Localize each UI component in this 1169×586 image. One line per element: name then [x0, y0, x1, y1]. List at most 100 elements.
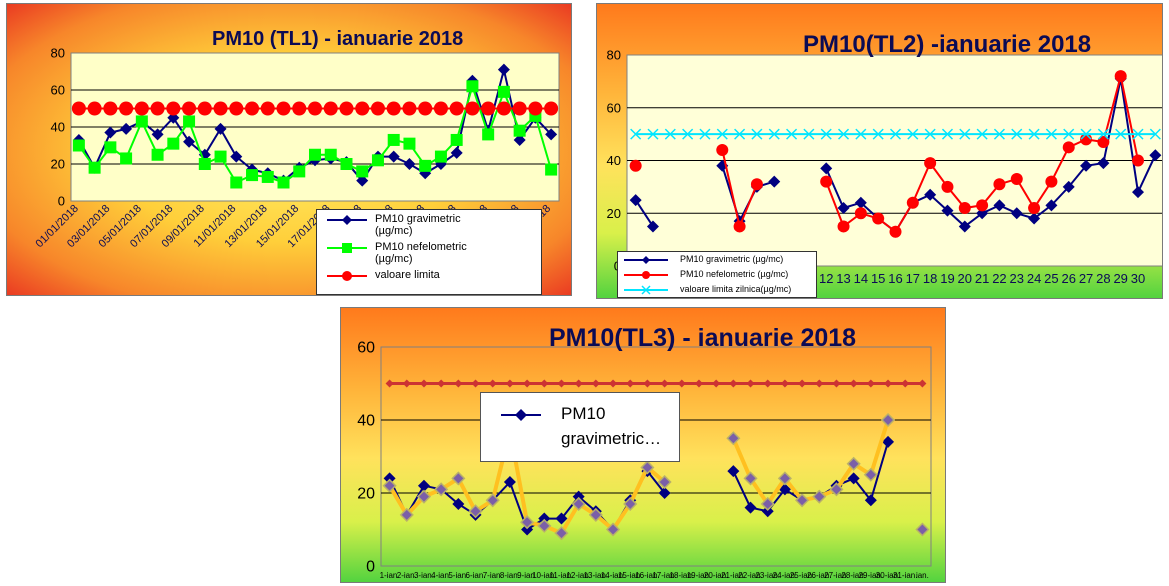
chart-tl3-series-3-point	[746, 379, 755, 388]
chart-tl2-x-tick-label: 29	[1113, 271, 1127, 286]
chart-tl1-legend-item-gravimetric: PM10 gravimetric (µg/mc)	[375, 213, 461, 237]
chart-tl1-series-3-point	[386, 101, 401, 116]
chart-tl3-series-3-point	[884, 379, 893, 388]
chart-tl3-series-2-point	[640, 460, 655, 475]
chart-tl2-series-1-point	[837, 201, 850, 214]
chart-tl3-series-2-point	[537, 518, 552, 533]
chart-tl1-series-1-point	[356, 174, 369, 187]
chart-tl3-x-tick-label: 26-ian.	[807, 571, 831, 580]
chart-tl2-series-2-point	[1045, 175, 1058, 188]
chart-tl1-series-3-point	[544, 101, 559, 116]
chart-tl3-x-tick-label: 31-ian.	[893, 571, 917, 580]
chart-tl1-series-3-point	[308, 101, 322, 116]
chart-tl1-series-3-point	[150, 101, 165, 116]
chart-tl1-series-3-point	[245, 101, 260, 116]
chart-tl3-x-tick-label: ian.	[916, 571, 929, 580]
chart-tl3-x-tick-label: 17-ian.	[652, 571, 676, 580]
chart-tl2-series-2-point	[750, 178, 763, 191]
chart-tl2-x-tick-label: 26	[1061, 271, 1075, 286]
chart-tl3-x-tick-label: 7-ian.	[483, 571, 503, 580]
chart-tl3-series-3-point	[402, 379, 411, 388]
chart-tl2-series-1-point	[854, 196, 867, 209]
chart-tl3-x-tick-label: 22-ian.	[738, 571, 762, 580]
chart-tl2-series-3-point	[993, 128, 1005, 140]
chart-tl1-series-3-point	[276, 101, 291, 116]
chart-tl3: 60 40 20 0 1-ian. 2-ian. 3-ian. 4-ian. 5-ian. 6-i…	[340, 307, 946, 583]
chart-tl2-series-1-point	[1062, 180, 1075, 193]
chart-tl1-series-3-point	[433, 101, 448, 116]
chart-tl3-x-tick-label: 4-ian.	[431, 571, 451, 580]
chart-tl1-series-2-point	[183, 115, 196, 128]
chart-tl3-series-2-point	[657, 474, 672, 490]
chart-tl1-series-2-point	[419, 159, 432, 172]
chart-tl3-x-tick-label: 30-ian.	[876, 571, 900, 580]
chart-tl2-series-3-point	[716, 128, 728, 140]
chart-tl1-legend-item-limit: valoare limita	[375, 269, 440, 281]
chart-tl3-series-3-point	[729, 379, 738, 388]
chart-tl2-x-tick-label: 22	[992, 271, 1006, 286]
chart-tl2-series-3-point	[786, 128, 798, 140]
chart-tl1-series-3-point	[481, 101, 496, 116]
chart-tl1-series-2-point	[198, 158, 211, 170]
chart-tl3-legend: PM10 gravimetric…	[480, 392, 680, 462]
chart-tl3-series-3-point	[540, 379, 549, 388]
chart-tl1-series-1-point	[513, 133, 526, 146]
chart-tl2-x-tick-label: 25	[1044, 271, 1058, 286]
chart-tl2-series-3-point	[664, 128, 676, 140]
chart-tl1-series-2-point	[450, 133, 463, 146]
chart-tl3-x-tick-label: 11-ian.	[550, 571, 574, 580]
chart-tl1-series-2-point	[324, 148, 337, 161]
chart-tl1-series-3-point	[465, 101, 480, 116]
chart-tl1-series-1-point	[183, 135, 196, 148]
chart-tl2-series-3-point	[838, 128, 850, 140]
chart-tl1-series-2-point	[72, 139, 85, 152]
chart-tl2-x-tick-label: 15	[871, 271, 885, 286]
chart-tl3-series-2-point	[605, 522, 621, 537]
chart-tl1-series-1-point	[214, 122, 227, 135]
chart-tl1-series-2-point	[277, 176, 290, 189]
chart-tl2-series-2-point	[1097, 136, 1110, 149]
chart-tl2-legend-item-nefelometric: PM10 nefelometric (µg/mc)	[680, 269, 789, 279]
chart-tl3-series-3-point	[918, 379, 927, 388]
chart-tl3-series-1-point	[744, 501, 757, 514]
chart-tl3-series-3-point	[660, 379, 669, 388]
chart-tl3-series-2-point	[434, 482, 449, 497]
chart-tl2-x-tick-label: 30	[1131, 271, 1145, 286]
chart-tl2-series-2-point	[889, 225, 902, 238]
chart-tl2-series-1-point	[958, 220, 971, 233]
chart-tl2-series-1-point	[924, 188, 937, 201]
chart-tl2-x-tick-label: 27	[1079, 271, 1093, 286]
chart-tl1-y-tick-label: 60	[51, 83, 65, 98]
chart-tl2-series-1-point	[820, 162, 833, 175]
chart-tl2-series-2-point	[1010, 172, 1023, 185]
chart-tl2-series-2-point	[958, 201, 971, 214]
chart-tl3-x-tick-label: 2-ian.	[397, 571, 417, 580]
chart-tl2-series-1-point	[1080, 159, 1093, 172]
chart-tl3-series-3-point	[643, 379, 652, 388]
chart-tl2-legend: PM10 gravimetric (µg/mc) PM10 nefelometr…	[617, 251, 817, 298]
chart-tl3-series-2-point	[571, 496, 586, 512]
chart-tl1-series-2-point	[246, 169, 259, 182]
chart-tl2-series-1-point	[1132, 186, 1145, 199]
chart-tl2-series-3-point	[630, 128, 642, 140]
chart-tl2-series-3-point	[872, 128, 884, 140]
chart-tl2-series-3-point	[734, 128, 746, 140]
chart-tl2-series-3-point	[1011, 128, 1023, 140]
chart-tl1-series-2-point	[340, 158, 353, 170]
chart-tl3-series-3-point	[574, 379, 583, 388]
chart-tl3-series-3-point	[815, 379, 824, 388]
chart-tl3-x-tick-label: 23-ian.	[755, 571, 779, 580]
chart-tl3-series-1-point	[761, 505, 774, 518]
chart-tl3-y-tick-label: 20	[357, 486, 375, 503]
chart-tl2-series-1-point	[941, 204, 954, 217]
chart-tl2-series-2-point	[820, 175, 833, 188]
chart-tl2-series-3-point	[1132, 128, 1144, 140]
chart-tl2-series-2-point	[1080, 133, 1093, 146]
chart-tl2-series-2-point	[837, 220, 850, 233]
chart-tl2-series-1-point	[1097, 157, 1110, 170]
chart-tl2-series-1-point	[1028, 212, 1041, 225]
chart-tl3-series-3-point	[677, 379, 686, 388]
chart-tl2: 8060402001234567891011121314151617181920…	[596, 3, 1163, 299]
chart-tl1-series-3-point	[339, 101, 354, 116]
chart-tl3-series-3-point	[866, 379, 875, 388]
